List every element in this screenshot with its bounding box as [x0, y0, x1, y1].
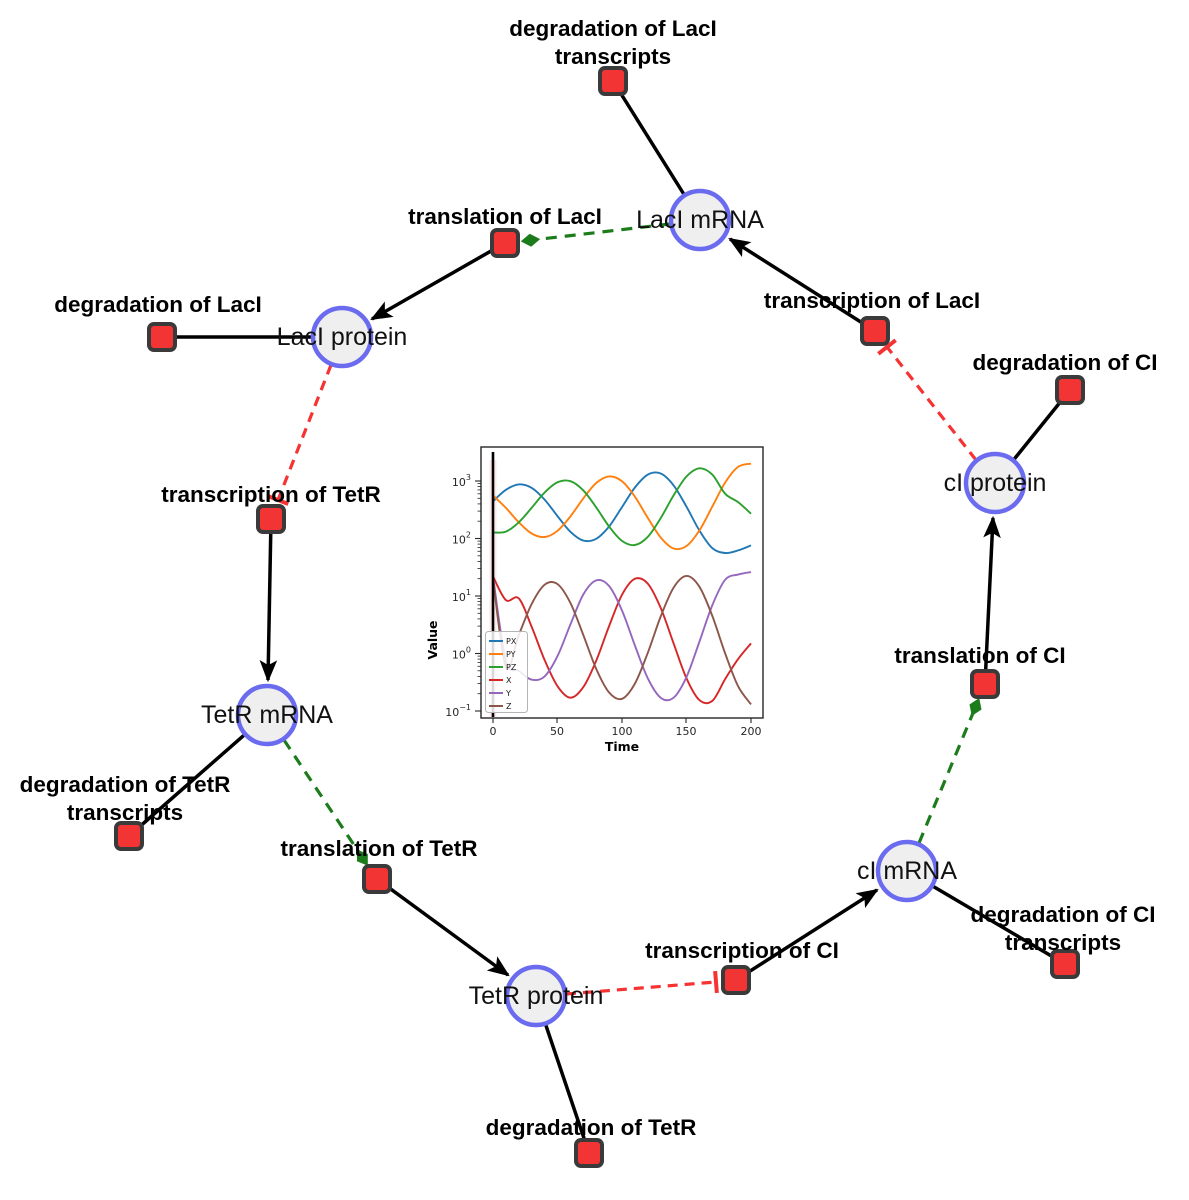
- reaction-node-degradation-of-tetr-transcripts: [114, 821, 144, 851]
- major-ticks: [475, 480, 752, 723]
- label-layer: degradation of LacI transcripts translat…: [20, 16, 1158, 1140]
- legend-label-px: PX: [506, 637, 517, 646]
- label-degradation-of-laci-transcripts-2: transcripts: [555, 44, 671, 69]
- label-transcription-of-ci: transcription of CI: [645, 938, 839, 963]
- edge-tetrmrna-modifies-translation: [282, 739, 368, 866]
- reaction-node-degradation-of-ci: [1055, 375, 1085, 405]
- label-transcription-of-tetr: transcription of TetR: [161, 482, 381, 507]
- species-node-tetr-protein: [504, 964, 568, 1028]
- edge-laciprotein-inhibits-transcription-tetr: [267, 364, 333, 506]
- species-node-tetr-mrna: [235, 683, 299, 747]
- reaction-node-translation-of-tetr: [362, 864, 392, 894]
- reaction-node-degradation-of-ci-transcripts: [1050, 949, 1080, 979]
- y-tick-1e-1: 10−1: [445, 703, 471, 719]
- legend-label-pz: PZ: [506, 663, 517, 672]
- reaction-node-translation-of-laci: [490, 228, 520, 258]
- y-tick-1e0: 100: [452, 646, 471, 662]
- edge-cimrna-modifies-translation: [917, 697, 982, 844]
- series-curve-z: [492, 574, 752, 705]
- x-tick-200: 200: [741, 725, 762, 738]
- label-ci-mrna: cI mRNA: [857, 857, 957, 885]
- reaction-node-degradation-of-laci: [147, 322, 177, 352]
- edge-tetrprotein-inhibits-transcription-ci: [565, 970, 719, 996]
- inset-plot: 0 50 100 150 200 10−1 100 101 102 103 Ti…: [425, 446, 764, 754]
- legend-label-x: X: [506, 676, 512, 685]
- label-translation-of-tetr: translation of TetR: [280, 836, 477, 861]
- y-tick-1e2: 102: [452, 531, 471, 547]
- x-tick-0: 0: [490, 725, 497, 738]
- edge-translation-laci-to-protein: [370, 241, 506, 321]
- label-translation-of-laci: translation of LacI: [408, 204, 602, 229]
- reaction-node-translation-of-ci: [970, 669, 1000, 699]
- label-ci-protein: cI protein: [944, 469, 1047, 497]
- label-translation-of-ci: translation of CI: [894, 643, 1065, 668]
- x-tick-labels: 0 50 100 150 200: [490, 725, 762, 738]
- edge-transcription-laci-to-mrna: [728, 237, 876, 333]
- label-degradation-of-laci: degradation of LacI: [54, 292, 262, 317]
- series-curve-pz: [492, 467, 752, 547]
- series-curves: [492, 462, 752, 705]
- edge-transcription-ci-to-mrna: [735, 888, 879, 982]
- label-degradation-of-laci-transcripts-1: degradation of LacI: [509, 16, 717, 41]
- y-minor-ticks: [477, 483, 481, 695]
- legend-label-z: Z: [506, 702, 512, 711]
- reaction-node-transcription-of-laci: [860, 316, 890, 346]
- reaction-node-transcription-of-tetr: [256, 504, 286, 534]
- x-axis-label: Time: [605, 739, 639, 754]
- label-degradation-of-tetr-transcripts-1: degradation of TetR: [20, 772, 231, 797]
- x-tick-50: 50: [550, 725, 564, 738]
- edge-translation-ci-to-protein: [983, 515, 1001, 685]
- x-tick-100: 100: [612, 725, 633, 738]
- label-degradation-of-tetr-transcripts-2: transcripts: [67, 800, 183, 825]
- edge-transcription-tetr-to-mrna: [259, 518, 278, 683]
- species-node-laci-protein: [310, 305, 374, 369]
- label-degradation-of-ci: degradation of CI: [973, 350, 1158, 375]
- legend-label-py: PY: [506, 650, 516, 659]
- legend-label-y: Y: [505, 689, 511, 698]
- species-node-ci-mrna: [875, 839, 939, 903]
- label-transcription-of-laci: transcription of LacI: [764, 288, 980, 313]
- label-degradation-of-ci-transcripts-1: degradation of CI: [971, 902, 1156, 927]
- label-laci-protein: LacI protein: [277, 323, 408, 351]
- label-tetr-mrna: TetR mRNA: [201, 701, 333, 729]
- edge-ciprotein-inhibits-transcription-laci: [877, 338, 978, 461]
- plot-legend: PX PY PZ X Y Z: [485, 631, 528, 713]
- label-tetr-protein: TetR protein: [469, 982, 604, 1010]
- species-node-laci-mrna: [668, 188, 732, 252]
- y-tick-1e3: 103: [452, 473, 471, 489]
- series-curve-py: [492, 462, 752, 551]
- y-tick-1e1: 101: [452, 588, 471, 604]
- reaction-node-transcription-of-ci: [721, 965, 751, 995]
- series-curve-x: [492, 575, 752, 705]
- reaction-node-degradation-of-tetr: [574, 1138, 604, 1168]
- y-axis-label: Value: [425, 620, 440, 659]
- label-degradation-of-tetr: degradation of TetR: [486, 1115, 697, 1140]
- label-degradation-of-ci-transcripts-2: transcripts: [1005, 930, 1121, 955]
- edge-translation-tetr-to-protein: [375, 877, 510, 977]
- reaction-node-layer: [114, 66, 1085, 1168]
- species-node-layer: [235, 188, 1027, 1028]
- label-laci-mrna: LacI mRNA: [636, 206, 764, 234]
- reaction-node-degradation-of-laci-transcripts: [598, 66, 628, 96]
- series-curve-y: [492, 571, 752, 702]
- series-curve-px: [492, 471, 752, 555]
- edge-lacimrna-modifies-translation: [520, 222, 671, 247]
- species-node-ci-protein: [963, 451, 1027, 515]
- x-tick-150: 150: [676, 725, 697, 738]
- y-tick-labels: 10−1 100 101 102 103: [445, 473, 471, 719]
